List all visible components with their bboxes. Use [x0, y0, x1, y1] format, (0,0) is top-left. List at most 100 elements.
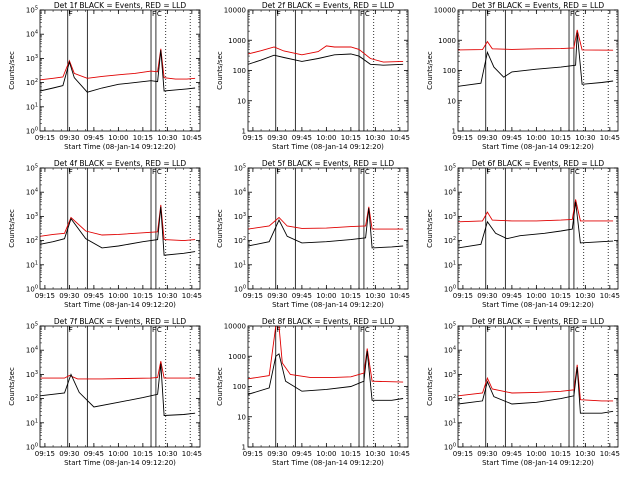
x-tick-label: 10:45 — [390, 450, 410, 458]
flag-label: C — [575, 326, 580, 334]
plot-frame — [39, 325, 201, 448]
y-tick-label: 104 — [26, 188, 38, 197]
y-tick-label: 101 — [26, 260, 38, 269]
plot-frame — [457, 325, 619, 448]
y-axis-label: Counts/sec — [8, 367, 16, 406]
y-tick-label: 10 — [447, 97, 456, 105]
y-tick-label: 100 — [26, 127, 38, 136]
y-tick-label: 103 — [26, 370, 38, 379]
subplot-det-2: Det 2f BLACK = Events, RED = LLD 1 10 100 10… — [216, 1, 410, 151]
x-tick-label: 10:00 — [108, 450, 128, 458]
series-black-events — [40, 50, 196, 93]
x-tick-label: 09:45 — [292, 134, 312, 142]
subplot-title: Det 5f BLACK = Events, RED = LLD — [262, 159, 395, 168]
x-tick-label: 10:30 — [365, 450, 385, 458]
x-tick-label: 10:00 — [316, 292, 336, 300]
series-red-lld — [458, 364, 614, 402]
x-tick-label: 09:30 — [477, 450, 497, 458]
x-tick-label: 09:15 — [243, 134, 263, 142]
y-tick-label: 105 — [234, 164, 246, 173]
y-tick-label: 100 — [444, 285, 456, 294]
x-tick-label: 10:30 — [575, 292, 595, 300]
x-tick-label: 09:45 — [84, 450, 104, 458]
flag-label: C — [365, 326, 370, 334]
y-tick-label: 100 — [443, 67, 456, 75]
flag-label: F — [277, 326, 281, 334]
subplot-det-6: Det 6f BLACK = Events, RED = LLD 100 101 10… — [426, 159, 620, 309]
y-axis-label: Counts/sec — [8, 51, 16, 90]
subplot-title: Det 8f BLACK = Events, RED = LLD — [262, 317, 395, 326]
x-tick-label: 10:30 — [157, 292, 177, 300]
x-tick-label: 10:45 — [390, 292, 410, 300]
x-tick-label: 10:15 — [133, 292, 153, 300]
x-tick-label: 10:30 — [365, 292, 385, 300]
x-tick-label: 10:00 — [316, 134, 336, 142]
x-tick-label: 09:15 — [35, 134, 55, 142]
flag-label: F — [69, 10, 73, 18]
series-black-events — [248, 350, 404, 401]
x-tick-label: 09:45 — [84, 292, 104, 300]
y-tick-label: 104 — [234, 188, 246, 197]
series-black-events — [248, 53, 404, 66]
plot-frame — [457, 9, 619, 132]
y-tick-label: 102 — [234, 236, 246, 245]
y-tick-label: 103 — [26, 54, 38, 63]
series-black-events — [458, 367, 614, 414]
x-tick-label: 10:00 — [108, 292, 128, 300]
series-red-lld — [458, 199, 614, 223]
flag-label: F — [570, 168, 574, 176]
subplot-title: Det 7f BLACK = Events, RED = LLD — [54, 317, 187, 326]
series-red-lld — [248, 206, 404, 230]
subplot-title: Det 6f BLACK = Events, RED = LLD — [472, 159, 605, 168]
y-tick-label: 100 — [234, 285, 246, 294]
y-tick-label: 1 — [452, 128, 456, 136]
x-axis-label: Start Time (08-Jan-14 09:12:20) — [482, 143, 594, 151]
x-tick-label: 09:30 — [267, 450, 287, 458]
x-tick-label: 09:45 — [84, 134, 104, 142]
flag-label: F — [69, 326, 73, 334]
flag-label: F — [360, 326, 364, 334]
x-tick-label: 10:15 — [341, 292, 361, 300]
flag-label: F — [360, 10, 364, 18]
y-tick-label: 102 — [444, 394, 456, 403]
x-tick-label: 10:45 — [600, 292, 620, 300]
x-tick-label: 09:30 — [267, 292, 287, 300]
x-tick-label: 10:00 — [526, 292, 546, 300]
flag-label: C — [157, 10, 162, 18]
x-tick-label: 10:00 — [526, 134, 546, 142]
plot-frame — [39, 9, 201, 132]
flag-label: F — [360, 168, 364, 176]
y-tick-label: 105 — [26, 322, 38, 331]
y-tick-label: 102 — [26, 394, 38, 403]
y-tick-label: 102 — [26, 78, 38, 87]
y-tick-label: 104 — [444, 346, 456, 355]
y-tick-label: 105 — [444, 164, 456, 173]
y-tick-label: 1000 — [228, 37, 246, 45]
y-tick-label: 1000 — [228, 353, 246, 361]
y-tick-label: 104 — [444, 188, 456, 197]
x-tick-label: 10:30 — [157, 134, 177, 142]
y-tick-label: 101 — [234, 260, 246, 269]
series-black-events — [40, 363, 196, 416]
y-tick-label: 102 — [26, 236, 38, 245]
x-tick-label: 09:30 — [477, 134, 497, 142]
x-axis-label: Start Time (08-Jan-14 09:12:20) — [482, 459, 594, 467]
y-tick-label: 105 — [444, 322, 456, 331]
x-axis-label: Start Time (08-Jan-14 09:12:20) — [482, 301, 594, 309]
x-tick-label: 09:30 — [59, 450, 79, 458]
series-black-events — [40, 206, 196, 256]
x-tick-label: 09:30 — [267, 134, 287, 142]
y-tick-label: 100 — [26, 443, 38, 452]
y-tick-label: 100 — [233, 383, 246, 391]
y-tick-label: 100 — [444, 443, 456, 452]
x-tick-label: 10:15 — [551, 134, 571, 142]
x-axis-label: Start Time (08-Jan-14 09:12:20) — [64, 143, 176, 151]
y-tick-label: 100 — [233, 67, 246, 75]
flag-label: F — [152, 168, 156, 176]
x-tick-label: 09:30 — [59, 134, 79, 142]
flag-label: F — [277, 10, 281, 18]
x-tick-label: 10:45 — [182, 450, 202, 458]
x-tick-label: 09:15 — [453, 450, 473, 458]
subplot-title: Det 2f BLACK = Events, RED = LLD — [262, 1, 395, 10]
